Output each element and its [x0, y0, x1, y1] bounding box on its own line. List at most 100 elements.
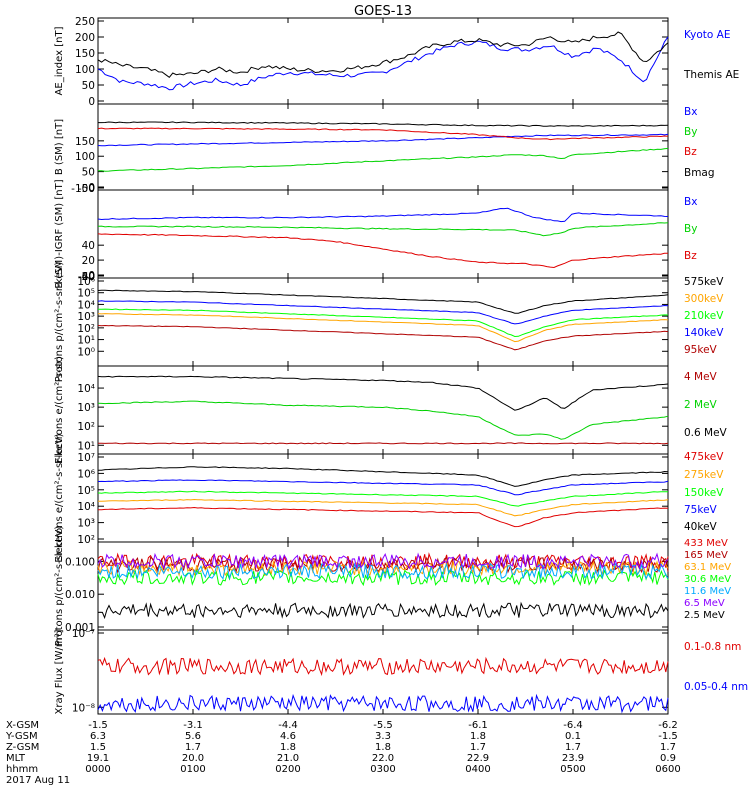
- legend-label: 575keV: [684, 276, 724, 288]
- y-tick-label: 10³: [77, 402, 95, 414]
- y-tick-label: 0.001: [65, 622, 95, 634]
- y-tick-label: 50: [82, 80, 95, 92]
- y-tick-label: -60: [78, 271, 95, 283]
- series-line-0.6-mev: [97, 375, 669, 411]
- x-axis-value: 6.3: [90, 731, 106, 742]
- y-tick-label: 10⁶: [77, 468, 95, 480]
- y-axis-label: B (SM) [nT]: [54, 119, 65, 175]
- x-axis-value: 1.7: [185, 742, 201, 753]
- y-tick-label: 10¹: [77, 440, 95, 452]
- y-tick-label: 10⁵: [77, 485, 95, 497]
- x-axis-value: 21.0: [277, 753, 299, 764]
- x-axis-value: 0.9: [660, 753, 676, 764]
- legend-label: 165 MeV: [684, 550, 728, 561]
- y-tick-label: -20: [78, 271, 95, 283]
- series-line-75kev: [97, 479, 669, 496]
- y-tick-label: 10⁶: [77, 276, 95, 288]
- y-axis-label: Electrons e/(cm²-s-sr-keV): [54, 433, 65, 562]
- series-line-300kev: [97, 313, 669, 343]
- x-axis-row-label: hhmm: [6, 764, 38, 775]
- x-axis-value: -4.4: [278, 720, 298, 731]
- x-axis-value: 1.8: [470, 731, 486, 742]
- y-tick-label: 10⁻⁷: [72, 628, 95, 640]
- series-line-2.5-mev: [97, 601, 669, 620]
- panel-2: -100-500 50 100 150 B (SM) [nT] Bx By Bz Bmag: [54, 103, 715, 195]
- legend-label: By: [684, 126, 697, 138]
- legend-label: Bx: [684, 196, 697, 208]
- x-axis-value: 0100: [180, 764, 205, 775]
- series-line-bmag: [98, 121, 669, 127]
- series-line-275kev: [98, 498, 669, 517]
- panel-frame: [97, 189, 669, 279]
- y-tick-label: 10³: [77, 518, 95, 530]
- x-axis-value: 23.9: [562, 753, 584, 764]
- legend-label: 433 MeV: [684, 538, 728, 549]
- y-tick-label: 150: [75, 136, 95, 148]
- x-axis-row-label: MLT: [6, 753, 26, 764]
- x-axis-value: 1.8: [375, 742, 391, 753]
- series-line-6.5-mev: [97, 552, 669, 571]
- x-axis-value: 0300: [370, 764, 395, 775]
- x-axis-row-label: Y-GSM: [5, 731, 38, 742]
- x-axis-value: 1.5: [90, 742, 106, 753]
- x-axis-value: 0500: [560, 764, 585, 775]
- series-line-11.6-mev: [97, 562, 669, 581]
- x-axis-value: -6.2: [658, 720, 678, 731]
- panel-6: 10² 10³ 10⁴ 10⁵ 10⁶ 10⁷ Electrons e/(cm²-s-sr-…: [54, 433, 724, 562]
- series-line-150kev: [97, 490, 668, 507]
- legend-label: 475keV: [684, 451, 724, 463]
- y-tick-label: 0: [88, 182, 95, 194]
- y-tick-label: 10⁷: [77, 452, 95, 464]
- legend-label: 0.05-0.4 nm: [684, 681, 748, 693]
- y-tick-label: 250: [75, 16, 95, 28]
- y-tick-label: 150: [75, 48, 95, 60]
- legend-label: Bx: [684, 106, 697, 118]
- series-line-30.6-mev: [97, 569, 669, 587]
- y-tick-label: 10⁴: [77, 299, 95, 311]
- x-axis-value: 1.8: [280, 742, 296, 753]
- series-line-4-mev: [98, 442, 669, 445]
- x-axis-value: 19.1: [87, 753, 109, 764]
- y-axis-label: Protons p/(cm²-s-sr-keV): [54, 526, 65, 647]
- y-tick-label: -50: [78, 183, 95, 195]
- y-tick-label: 10²: [77, 323, 95, 335]
- y-tick-label: 10⁴: [77, 383, 95, 395]
- y-tick-label: 10²: [77, 421, 95, 433]
- x-axis-value: -1.5: [658, 731, 678, 742]
- legend-label: 63.1 MeV: [684, 562, 731, 573]
- legend-label: 30.6 MeV: [684, 574, 731, 585]
- x-axis-table: X-GSM -1.5 -3.1 -4.4 -5.5 -6.1 -6.4 -6.2 Y-GSM 6.…: [5, 720, 681, 786]
- x-axis-row-label: Z-GSM: [6, 742, 39, 753]
- y-tick-label: 10¹: [77, 335, 95, 347]
- x-axis-value: 3.3: [375, 731, 391, 742]
- y-tick-label: 100: [75, 64, 95, 76]
- y-tick-label: 0.010: [65, 589, 95, 601]
- legend-label: Bz: [684, 250, 697, 262]
- y-tick-label: 0: [88, 270, 95, 282]
- y-tick-label: 0: [88, 96, 95, 108]
- x-axis-value: -6.4: [563, 720, 583, 731]
- legend-label: 40keV: [684, 521, 718, 533]
- legend-label: Bz: [684, 146, 697, 158]
- legend-label: 2 MeV: [684, 399, 718, 411]
- panel-frame: [97, 17, 669, 105]
- legend-label: 0.6 MeV: [684, 427, 728, 439]
- x-axis-value: -5.5: [373, 720, 393, 731]
- legend-label: 300keV: [684, 293, 724, 305]
- x-axis-value: 4.6: [280, 731, 296, 742]
- y-tick-label: 10²: [77, 534, 95, 546]
- x-axis-value: 20.0: [182, 753, 204, 764]
- series-line-40kev: [98, 466, 669, 487]
- panel-1: 0 50 100 150 200 250 AE_index [nT] Kyoto AE Them…: [54, 16, 739, 108]
- y-tick-label: 200: [75, 32, 95, 44]
- panel-frame: [97, 541, 669, 631]
- legend-label: 2.5 MeV: [684, 610, 725, 621]
- legend-label: 6.5 MeV: [684, 598, 725, 609]
- series-line-themis-ae: [97, 31, 669, 78]
- series-line-by: [97, 222, 669, 237]
- x-axis-value: -1.5: [88, 720, 108, 731]
- chart-title: GOES-13: [354, 4, 412, 19]
- x-axis-value: 0600: [655, 764, 680, 775]
